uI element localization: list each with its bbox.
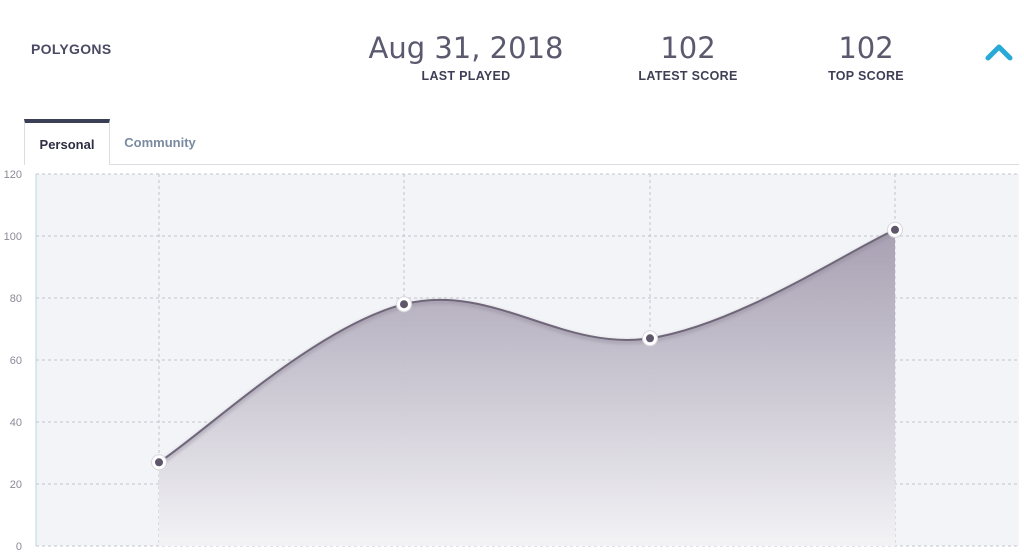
stat-last-played: Aug 31, 2018 LAST PLAYED [366, 30, 566, 83]
series-line-shadow [157, 229, 896, 466]
latest-score-label: LATEST SCORE [638, 69, 738, 83]
last-played-value: Aug 31, 2018 [368, 31, 564, 65]
last-played-label: LAST PLAYED [421, 69, 511, 83]
y-tick-label: 100 [4, 231, 22, 243]
chevron-up-icon [985, 44, 1013, 61]
tab-personal[interactable]: Personal [24, 119, 110, 165]
data-point [646, 334, 654, 343]
y-tick-label: 120 [4, 169, 22, 181]
y-tick-label: 0 [16, 541, 22, 553]
top-score-value: 102 [838, 31, 894, 65]
series-line [158, 228, 896, 464]
y-tick-label: 20 [10, 479, 22, 491]
game-title: POLYGONS [31, 41, 112, 57]
latest-score-value: 102 [660, 31, 716, 65]
data-point [891, 225, 899, 234]
data-point [400, 300, 408, 309]
score-chart: 0 20 40 60 80 100 120 [4, 169, 1019, 553]
collapse-button[interactable] [982, 36, 1016, 64]
series-area [159, 229, 895, 547]
stat-top-score: 102 TOP SCORE [791, 30, 941, 83]
y-tick-label: 60 [10, 355, 22, 367]
y-tick-label: 80 [10, 293, 22, 305]
stat-latest-score: 102 LATEST SCORE [613, 30, 763, 83]
tab-community[interactable]: Community [124, 135, 196, 150]
tab-bar-baseline [24, 164, 1019, 165]
tab-bar: Personal Community [0, 119, 1019, 165]
top-score-label: TOP SCORE [828, 69, 904, 83]
data-point [155, 458, 163, 467]
y-tick-label: 40 [10, 417, 22, 429]
